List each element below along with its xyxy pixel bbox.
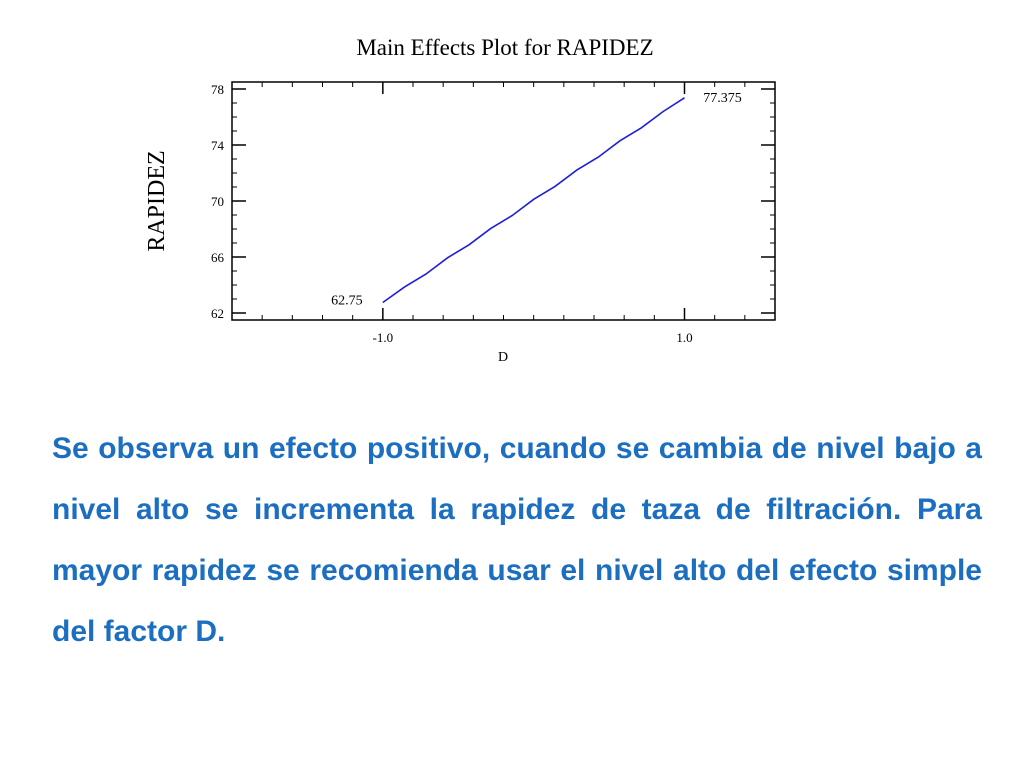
description-text: Se observa un efecto positivo, cuando se… — [52, 432, 982, 648]
y-tick-label: 70 — [211, 194, 224, 209]
plot-frame — [231, 81, 776, 321]
chart-title: Main Effects Plot for RAPIDEZ — [356, 35, 653, 60]
x-axis-ticks: -1.0 1.0 — [373, 82, 693, 345]
y-axis-ticks: 62 66 70 74 78 — [211, 82, 775, 321]
y-tick-label: 66 — [211, 250, 225, 265]
y-tick-label: 62 — [211, 306, 224, 321]
y-tick-label: 74 — [211, 138, 225, 153]
minor-ticks — [232, 82, 775, 320]
data-label-high: 77.375 — [703, 91, 742, 106]
x-axis-label: D — [498, 350, 508, 365]
y-axis-label: RAPIDEZ — [144, 150, 170, 251]
main-effects-chart: Main Effects Plot for RAPIDEZ 62 66 70 74 78… — [144, 35, 776, 365]
y-tick-label: 78 — [211, 82, 224, 97]
data-label-low: 62.75 — [331, 294, 363, 309]
x-tick-label: -1.0 — [373, 330, 394, 345]
effect-line — [382, 97, 685, 304]
x-tick-label: 1.0 — [676, 330, 692, 345]
